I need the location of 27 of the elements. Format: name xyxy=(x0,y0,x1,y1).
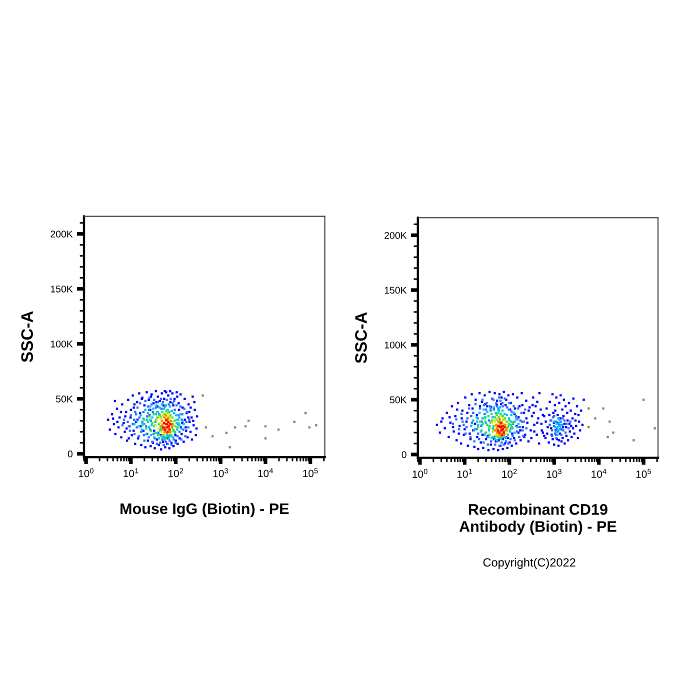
y-tick-label: 150K xyxy=(384,286,407,294)
x-tick-label: 10$^{1}$ xyxy=(457,468,472,478)
x-tick-label: 10$^{3}$ xyxy=(546,468,562,478)
x-axis-title: Mouse IgG (Biotin) - PE xyxy=(120,502,289,518)
y-tick-label: 200K xyxy=(50,230,73,238)
y-axis-title: SSC-A xyxy=(355,312,367,364)
y-axis-title: SSC-A xyxy=(21,311,33,362)
x-tick-label: 10$^{4}$ xyxy=(258,468,273,478)
y-tick-label: 100K xyxy=(50,340,73,348)
y-tick-label: 0 xyxy=(68,450,73,458)
y-tick-label: 50K xyxy=(390,396,407,404)
x-axis-title: Recombinant CD19 Antibody (Biotin) - PE xyxy=(459,504,616,535)
x-tick-label: 10$^{1}$ xyxy=(124,468,138,478)
x-tick-label: 10$^{0}$ xyxy=(412,468,428,478)
x-tick-label: 10$^{2}$ xyxy=(168,468,184,478)
x-tick-label: 10$^{4}$ xyxy=(592,468,606,478)
x-tick-label: 10$^{0}$ xyxy=(78,468,94,478)
x-tick-label: 10$^{5}$ xyxy=(636,468,651,478)
y-tick-label: 50K xyxy=(56,396,73,402)
text: Copyright(C)2022 xyxy=(483,558,576,569)
x-tick-label: 10$^{3}$ xyxy=(213,468,228,478)
y-tick-label: 100K xyxy=(384,342,407,348)
x-tick-label: 10$^{5}$ xyxy=(303,468,318,478)
y-tick-label: 150K xyxy=(50,286,73,292)
y-tick-label: 200K xyxy=(384,232,407,239)
y-tick-label: 0 xyxy=(402,451,406,458)
x-tick-label: 10$^{2}$ xyxy=(502,468,517,478)
